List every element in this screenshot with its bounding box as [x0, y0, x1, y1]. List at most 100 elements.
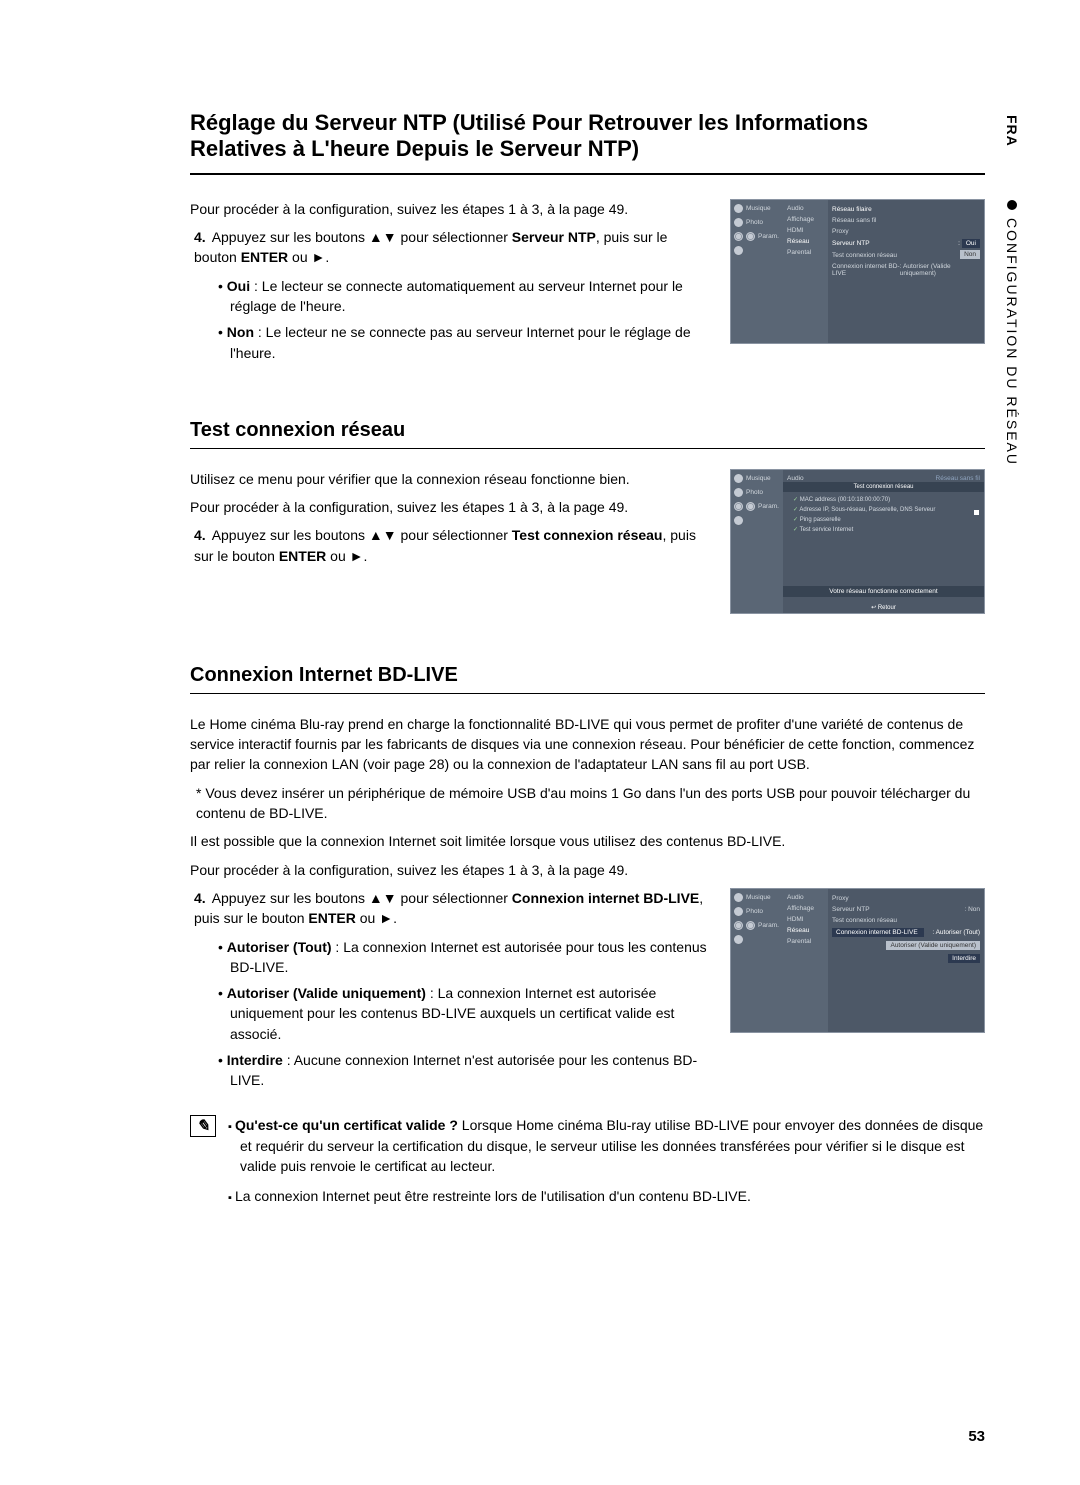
nav-label: Param.	[758, 922, 779, 929]
nav-label: Musique	[746, 205, 771, 212]
panel-row: Test connexion réseau	[832, 916, 980, 925]
step-text: Appuyez sur les boutons ▲▼ pour sélectio…	[212, 890, 512, 906]
panel-row-selected: Connexion internet BD-LIVE: Autoriser (T…	[832, 927, 980, 938]
bdlive-p3: Il est possible que la connexion Interne…	[190, 831, 985, 851]
panel-row: Connexion internet BD-LIVE: Autoriser (V…	[832, 262, 980, 278]
return-hint: ↩ Retour	[783, 604, 984, 611]
music-icon	[734, 893, 743, 902]
note-bold: Qu'est-ce qu'un certificat valide ?	[235, 1117, 458, 1133]
main-heading: Réglage du Serveur NTP (Utilisé Pour Ret…	[190, 110, 985, 163]
panel-option: Autoriser (Valide uniquement)	[832, 940, 980, 951]
panel-row: Proxy	[832, 894, 980, 903]
nav-label: Param.	[758, 233, 779, 240]
gear-icon	[746, 921, 755, 930]
bullet-item: Interdire : Aucune connexion Internet n'…	[218, 1050, 708, 1091]
gear-icon	[734, 502, 743, 511]
heading-line1: Réglage du Serveur NTP (Utilisé Pour Ret…	[190, 110, 868, 135]
menu-item: Affichage	[785, 215, 826, 224]
bullet-label: Non	[227, 324, 254, 340]
bullet-text: : Aucune connexion Internet n'est autori…	[230, 1052, 697, 1088]
music-icon	[734, 204, 743, 213]
check-item: Ping passerelle	[787, 516, 980, 523]
step-text: Appuyez sur les boutons ▲▼ pour sélectio…	[212, 527, 512, 543]
nav-label: Musique	[746, 894, 771, 901]
step-bold: Connexion internet BD-LIVE	[512, 890, 699, 906]
section-tab: CONFIGURATION DU RÉSEAU	[1004, 200, 1020, 466]
gear-icon	[734, 921, 743, 930]
test-line2: Pour procéder à la configuration, suivez…	[190, 497, 708, 517]
bullet-label: Autoriser (Valide uniquement)	[227, 985, 426, 1001]
step4: 4.Appuyez sur les boutons ▲▼ pour sélect…	[194, 888, 708, 929]
menu-item: Audio	[785, 204, 826, 213]
nav-label: Photo	[746, 219, 763, 226]
menu-item: Audio	[785, 893, 826, 902]
language-tab: FRA	[1004, 115, 1020, 147]
note-text: La connexion Internet peut être restrein…	[235, 1188, 751, 1204]
note-item: Qu'est-ce qu'un certificat valide ? Lors…	[228, 1115, 985, 1177]
step-text3: ou ►.	[356, 910, 397, 926]
menu-item: HDMI	[785, 915, 826, 924]
step-bold2: ENTER	[279, 548, 326, 564]
panel-row: Proxy	[832, 227, 980, 236]
note-icon: ✎	[190, 1115, 216, 1137]
banner-title: Test connexion réseau	[783, 482, 984, 492]
note-item: La connexion Internet peut être restrein…	[228, 1186, 985, 1207]
bullet-label: Autoriser (Tout)	[227, 939, 332, 955]
step-number: 4.	[194, 229, 206, 245]
nav-label: Photo	[746, 489, 763, 496]
nav-label: Photo	[746, 908, 763, 915]
bullet-label: Interdire	[227, 1052, 283, 1068]
menu-item-selected: Réseau	[785, 926, 826, 935]
status-banner: Votre réseau fonctionne correctement	[783, 586, 984, 597]
step-text3: ou ►.	[326, 548, 367, 564]
divider	[190, 173, 985, 175]
bullet-label: Oui	[227, 278, 250, 294]
panel-row: Test connexion réseau Non	[832, 251, 980, 260]
bullet-text: : Le lecteur ne se connecte pas au serve…	[230, 324, 691, 360]
bullet-non: Non : Le lecteur ne se connecte pas au s…	[218, 322, 708, 363]
step4: 4. Appuyez sur les boutons ▲▼ pour sélect…	[194, 525, 708, 566]
disc-icon	[734, 516, 743, 525]
music-icon	[734, 474, 743, 483]
panel-row: Serveur NTP: Non	[832, 905, 980, 914]
tv-screenshot-3: Musique Photo Param. Audio Affichage HDM…	[730, 888, 985, 1033]
panel-row: Réseau sans fil	[832, 216, 980, 225]
menu-item: Parental	[785, 937, 826, 946]
step-bold2: ENTER	[241, 249, 288, 265]
step4: 4. Appuyez sur les boutons ▲▼ pour sélect…	[194, 227, 708, 268]
bullet-oui: Oui : Le lecteur se connecte automatique…	[218, 276, 708, 317]
heading-line2: Relatives à L'heure Depuis le Serveur NT…	[190, 136, 639, 161]
step-bold: Test connexion réseau	[512, 527, 663, 543]
step-bold: Serveur NTP	[512, 229, 596, 245]
option-oui: Oui	[962, 239, 980, 248]
step-number: 4.	[194, 527, 206, 543]
nav-label: Param.	[758, 503, 779, 510]
check-item: Adresse IP, Sous-réseau, Passerelle, DNS…	[787, 506, 980, 513]
menu-item: HDMI	[785, 226, 826, 235]
menu-item: Affichage	[785, 904, 826, 913]
photo-icon	[734, 907, 743, 916]
bullet-icon	[1007, 200, 1017, 210]
check-item: Test service Internet	[787, 526, 980, 533]
intro-text: Pour procéder à la configuration, suivez…	[190, 199, 708, 219]
divider	[190, 448, 985, 449]
indicator-icon	[974, 510, 979, 515]
menu-item-selected: Réseau	[785, 237, 826, 246]
step-text: Appuyez sur les boutons ▲▼ pour sélectio…	[212, 229, 512, 245]
nav-label: Musique	[746, 475, 771, 482]
panel-option: Interdire	[832, 953, 980, 964]
bdlive-p1: Le Home cinéma Blu-ray prend en charge l…	[190, 714, 985, 775]
bdlive-p4: Pour procéder à la configuration, suivez…	[190, 860, 985, 880]
gear-icon	[746, 232, 755, 241]
test-line1: Utilisez ce menu pour vérifier que la co…	[190, 469, 708, 489]
bullet-item: Autoriser (Tout) : La connexion Internet…	[218, 937, 708, 978]
tv-screenshot-2: Musique Photo Param. AudioRéseau sans fi…	[730, 469, 985, 614]
bullet-item: Autoriser (Valide uniquement) : La conne…	[218, 983, 708, 1044]
photo-icon	[734, 488, 743, 497]
heading-test: Test connexion réseau	[190, 419, 985, 442]
tv-screenshot-1: Musique Photo Param. Audio Affichage HDM…	[730, 199, 985, 344]
photo-icon	[734, 218, 743, 227]
step-bold2: ENTER	[308, 910, 355, 926]
bullet-text: : Le lecteur se connecte automatiquement…	[230, 278, 683, 314]
option-non: Non	[960, 250, 980, 259]
